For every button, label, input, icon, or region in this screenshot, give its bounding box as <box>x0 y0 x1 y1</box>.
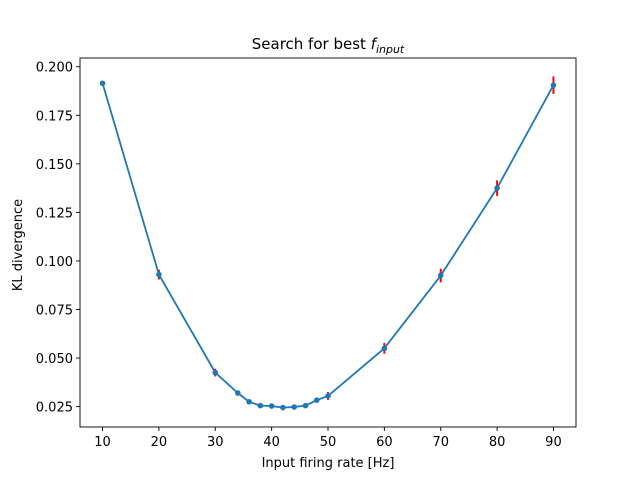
x-tick-label-70: 70 <box>432 435 449 450</box>
y-tick-label-5: 0.150 <box>36 158 73 173</box>
data-point-30 <box>212 369 219 376</box>
chart-title-main: Search for best <box>252 35 371 53</box>
data-point-34 <box>235 390 241 396</box>
data-point-46 <box>302 402 309 409</box>
data-point-40 <box>268 403 275 409</box>
x-tick-label-30: 30 <box>207 435 224 450</box>
x-tick-label-90: 90 <box>545 435 562 450</box>
y-tick-label-7: 0.200 <box>36 61 73 76</box>
x-tick-label-40: 40 <box>263 435 280 450</box>
data-point-70 <box>437 272 444 279</box>
chart-title-math-base: f <box>371 35 379 53</box>
x-tick-label-80: 80 <box>489 435 506 450</box>
y-tick-label-2: 0.075 <box>36 304 73 319</box>
data-point-50 <box>325 393 331 399</box>
y-tick-label-0: 0.025 <box>36 401 73 416</box>
y-tick-label-3: 0.100 <box>36 255 73 270</box>
y-tick-label-4: 0.125 <box>36 206 73 221</box>
y-tick-label-6: 0.175 <box>36 109 73 124</box>
data-point-60 <box>381 345 388 352</box>
data-point-48 <box>313 397 320 403</box>
data-point-42 <box>280 404 286 411</box>
chart-title-math-subscript: input <box>376 43 405 56</box>
data-point-20 <box>156 271 162 278</box>
data-point-90 <box>550 82 557 88</box>
data-point-10 <box>99 80 106 87</box>
series-line <box>101 82 555 409</box>
x-tick-label-50: 50 <box>320 435 337 450</box>
plot-area: 10 20 30 40 50 60 70 80 90 0.025 0.050 0.075 0.100 0.… <box>36 57 577 450</box>
y-axis-label: KL divergence <box>11 199 26 291</box>
x-axis-label: Input firing rate [Hz] <box>262 456 395 471</box>
y-tick-label-1: 0.050 <box>36 352 73 367</box>
axes-frame <box>79 57 577 428</box>
x-tick-label-60: 60 <box>376 435 393 450</box>
data-point-44 <box>291 404 297 410</box>
data-point-36 <box>246 398 252 405</box>
data-point-38 <box>257 402 264 409</box>
data-point-80 <box>494 185 500 191</box>
x-tick-label-20: 20 <box>151 435 168 450</box>
x-tick-label-10: 10 <box>94 435 111 450</box>
chart-title: Search for best finput <box>252 35 405 56</box>
